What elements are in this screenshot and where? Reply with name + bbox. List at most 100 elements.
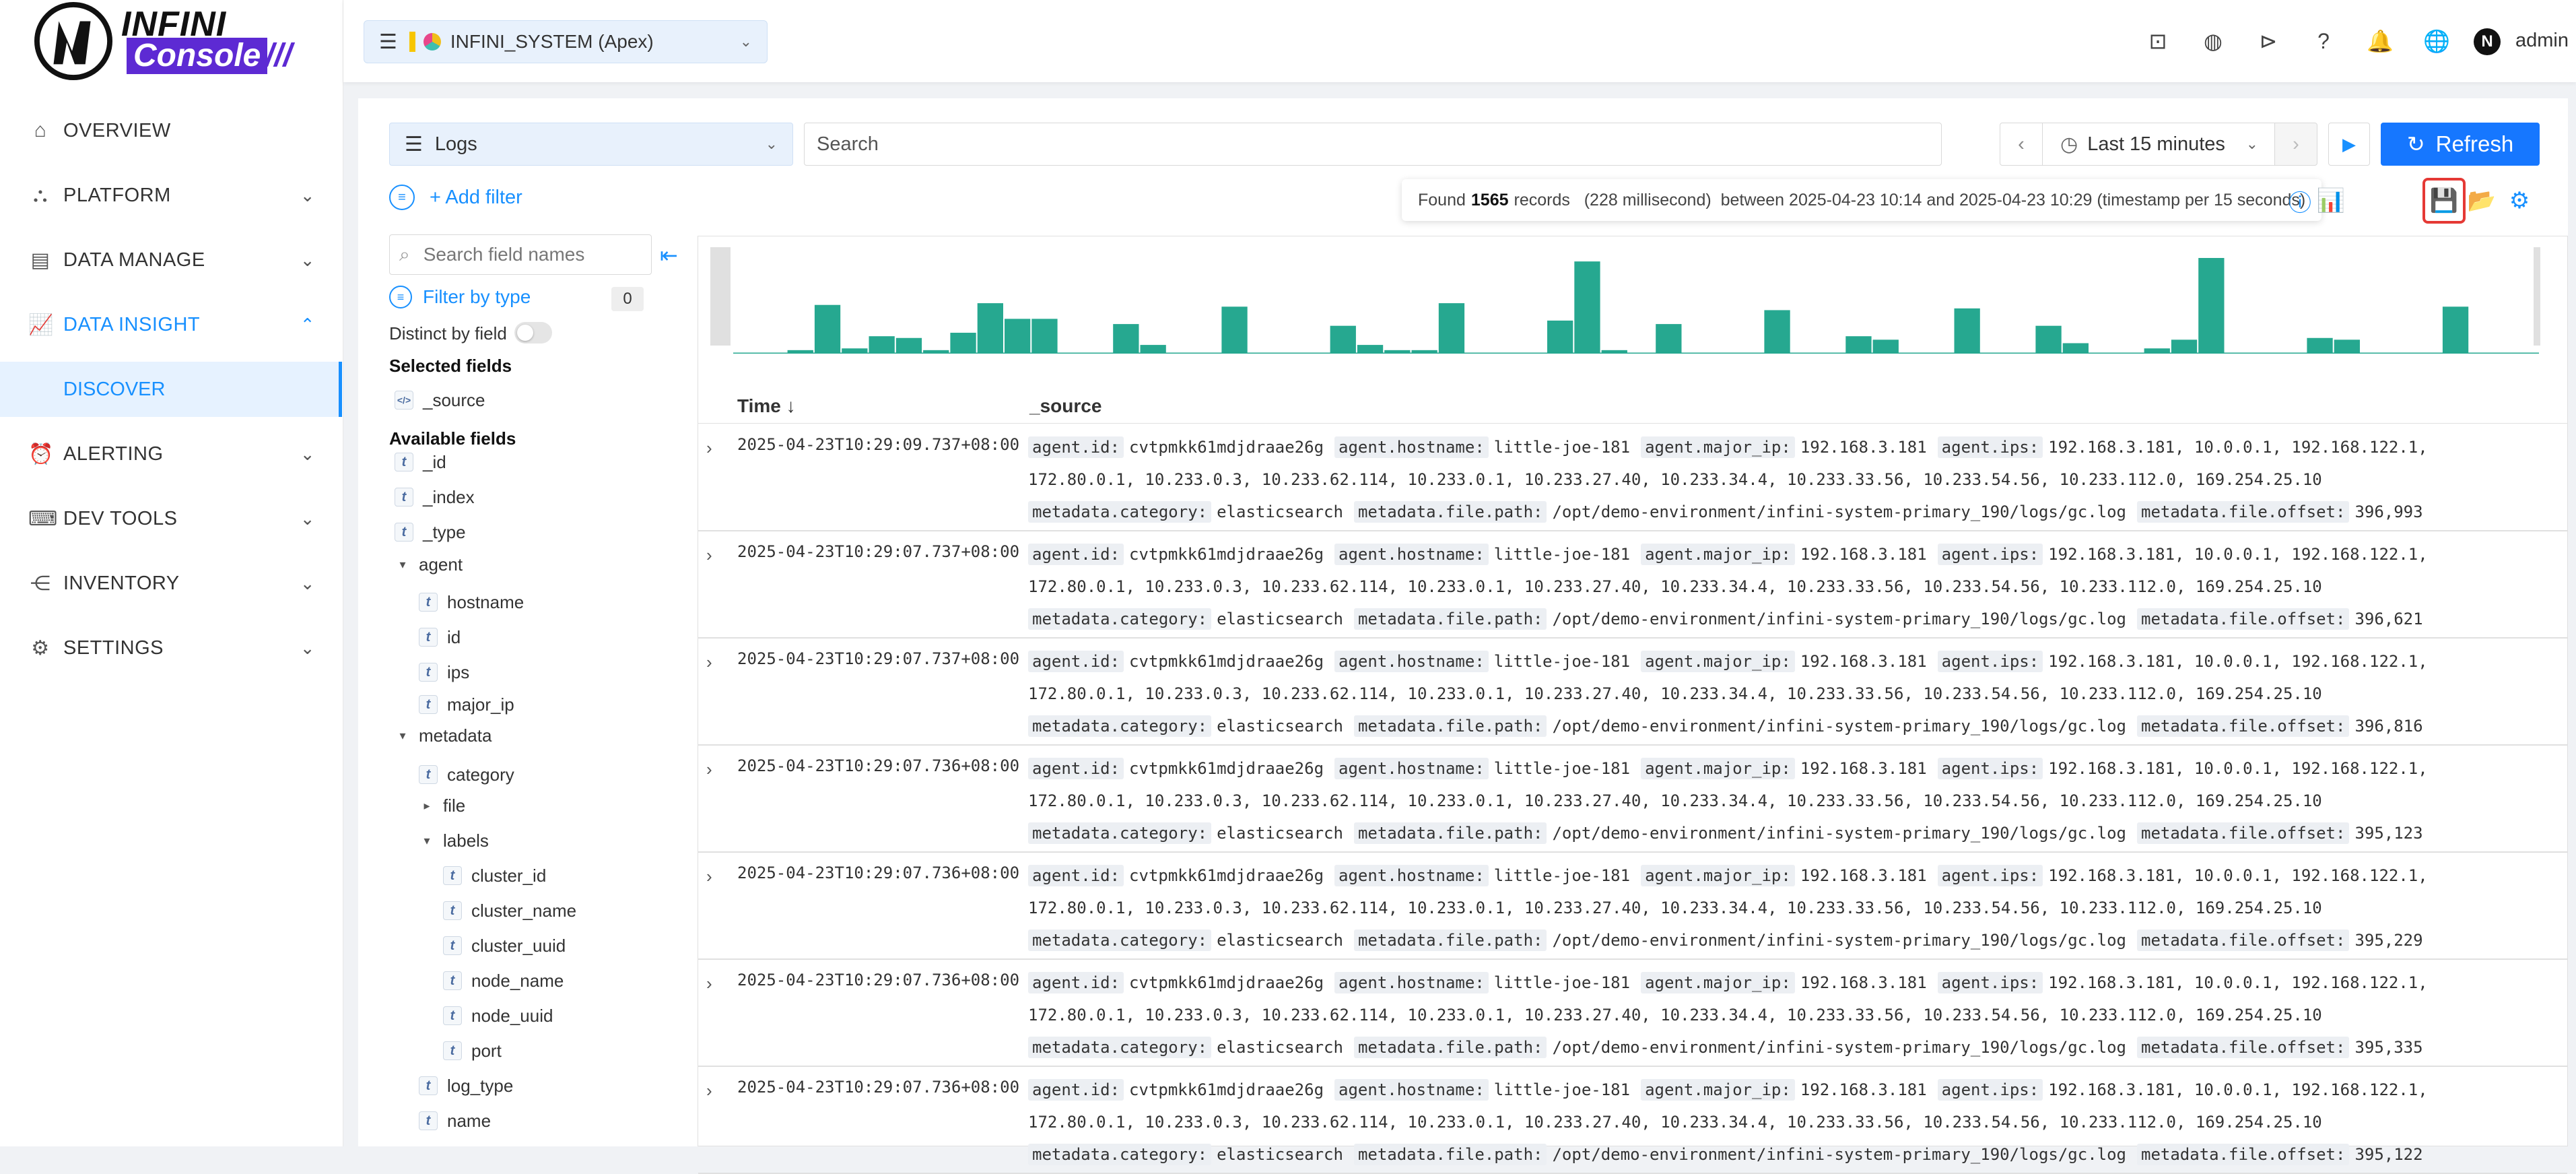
expand-row-icon[interactable]: › bbox=[706, 545, 712, 565]
search-box[interactable] bbox=[804, 123, 1942, 166]
field-item[interactable]: ▸ file bbox=[417, 793, 465, 818]
field-item[interactable]: t cluster_name bbox=[443, 899, 576, 923]
index-view-select[interactable]: ☰ Logs ⌄ bbox=[389, 123, 793, 166]
table-row[interactable]: › 2025-04-23T10:29:07.736+08:00 agent.id: c… bbox=[698, 853, 2567, 960]
nav-data-insight[interactable]: 📈 DATA INSIGHT ⌃ bbox=[0, 292, 342, 357]
filter-by-type-button[interactable]: ≡ Filter by type bbox=[389, 286, 531, 308]
histogram-bar[interactable] bbox=[2334, 339, 2360, 354]
field-item[interactable]: t node_name bbox=[443, 969, 564, 993]
robot-icon[interactable]: ⊡ bbox=[2148, 29, 2167, 53]
histogram-bar[interactable] bbox=[977, 303, 1003, 354]
histogram-bar[interactable] bbox=[1221, 306, 1248, 354]
histogram-bar[interactable] bbox=[1438, 303, 1465, 354]
histogram-bar[interactable] bbox=[1005, 319, 1031, 354]
field-item-source[interactable]: </> _source bbox=[395, 388, 485, 412]
histogram-bar[interactable] bbox=[2442, 306, 2469, 354]
histogram-bar[interactable] bbox=[1547, 320, 1573, 354]
nav-alerting[interactable]: ⏰ ALERTING ⌄ bbox=[0, 422, 342, 486]
app-logo[interactable]: INFINI Console /// bbox=[32, 0, 315, 82]
nav-data-manage[interactable]: ▤ DATA MANAGE ⌄ bbox=[0, 228, 342, 292]
add-filter-button[interactable]: ≡ + Add filter bbox=[389, 185, 522, 210]
expand-row-icon[interactable]: › bbox=[706, 1080, 712, 1101]
histogram-bar[interactable] bbox=[842, 348, 868, 354]
field-item[interactable]: t id bbox=[419, 625, 461, 649]
histogram-bar[interactable] bbox=[895, 337, 922, 354]
expand-row-icon[interactable]: › bbox=[706, 652, 712, 672]
field-item[interactable]: t _index bbox=[395, 485, 475, 509]
table-row[interactable]: › 2025-04-23T10:29:07.737+08:00 agent.id: c… bbox=[698, 639, 2567, 746]
cluster-selector[interactable]: ☰ INFINI_SYSTEM (Apex) ⌄ bbox=[364, 20, 768, 63]
field-item[interactable]: t _id bbox=[395, 450, 446, 474]
user-name[interactable]: admin bbox=[2515, 30, 2569, 51]
field-item[interactable]: t node_uuid bbox=[443, 1004, 553, 1028]
time-prev-button[interactable]: ‹ bbox=[2000, 123, 2043, 166]
histogram-bar[interactable] bbox=[1140, 345, 1166, 354]
nav-inventory[interactable]: ⋲ INVENTORY ⌄ bbox=[0, 551, 342, 616]
expand-row-icon[interactable]: › bbox=[706, 759, 712, 779]
histogram-scroll-handle[interactable] bbox=[2534, 247, 2540, 346]
field-item[interactable]: ▾ agent bbox=[393, 552, 463, 577]
histogram-bar[interactable] bbox=[787, 350, 813, 354]
field-item[interactable]: t ips bbox=[419, 660, 469, 684]
column-header-time[interactable]: Time ↓ bbox=[737, 395, 796, 416]
field-item[interactable]: t cluster_id bbox=[443, 863, 546, 888]
histogram-bar[interactable] bbox=[1411, 350, 1437, 354]
histogram-bar[interactable] bbox=[814, 304, 841, 354]
histogram-bar[interactable] bbox=[2062, 343, 2089, 354]
collapse-fields-icon[interactable]: ⇤ bbox=[660, 243, 678, 267]
field-item[interactable]: t log_type bbox=[419, 1074, 513, 1098]
field-item[interactable]: t hostname bbox=[419, 590, 524, 614]
nav-settings[interactable]: ⚙ SETTINGS ⌄ bbox=[0, 616, 342, 680]
histogram-bar[interactable] bbox=[923, 350, 949, 354]
histogram-bar[interactable] bbox=[1872, 339, 1899, 354]
nav-platform[interactable]: ⛬ PLATFORM ⌄ bbox=[0, 163, 342, 228]
table-row[interactable]: › 2025-04-23T10:29:07.737+08:00 agent.id: c… bbox=[698, 531, 2567, 639]
histogram-bar[interactable] bbox=[1954, 308, 1980, 354]
globe-icon[interactable]: 🌐 bbox=[2423, 29, 2450, 53]
histogram-bar[interactable] bbox=[1330, 325, 1356, 354]
histogram-bar[interactable] bbox=[1031, 319, 1058, 354]
histogram-bar[interactable] bbox=[2035, 325, 2062, 354]
table-row[interactable]: › 2025-04-23T10:29:07.736+08:00 agent.id: c… bbox=[698, 746, 2567, 853]
nav-overview[interactable]: ⌂ OVERVIEW bbox=[0, 98, 342, 163]
histogram-bar[interactable] bbox=[1113, 324, 1139, 354]
expand-row-icon[interactable]: › bbox=[706, 973, 712, 993]
histogram-bar[interactable] bbox=[950, 333, 976, 354]
histogram-bar[interactable] bbox=[1764, 310, 1790, 354]
field-item[interactable]: t port bbox=[443, 1039, 502, 1063]
settings-icon[interactable]: ⚙ bbox=[2509, 188, 2530, 214]
histogram-bar[interactable] bbox=[1574, 261, 1600, 354]
nav-dev-tools[interactable]: ⌨ DEV TOOLS ⌄ bbox=[0, 486, 342, 551]
help-icon[interactable]: ? bbox=[2317, 28, 2330, 53]
nav-discover[interactable]: DISCOVER bbox=[0, 362, 342, 417]
table-row[interactable]: › 2025-04-23T10:29:07.736+08:00 agent.id: c… bbox=[698, 1067, 2567, 1174]
console-icon[interactable]: ⊳ bbox=[2259, 29, 2278, 53]
folder-open-icon[interactable]: 📂 bbox=[2467, 188, 2497, 214]
field-item[interactable]: t category bbox=[419, 762, 514, 787]
avatar[interactable]: N bbox=[2474, 28, 2501, 55]
field-item[interactable]: ▾ labels bbox=[417, 828, 488, 853]
histogram-bar[interactable] bbox=[2171, 339, 2198, 354]
histogram-bar[interactable] bbox=[1384, 350, 1411, 354]
time-range-picker[interactable]: ◷ Last 15 minutes ⌄ bbox=[2042, 123, 2275, 166]
histogram-bar[interactable] bbox=[1845, 336, 1872, 354]
table-row[interactable]: › 2025-04-23T10:29:07.736+08:00 agent.id: c… bbox=[698, 960, 2567, 1067]
refresh-button[interactable]: ↻ Refresh bbox=[2381, 123, 2540, 166]
histogram-icon[interactable]: 📊 bbox=[2316, 188, 2346, 214]
histogram-bar[interactable] bbox=[1357, 345, 1384, 354]
search-input[interactable] bbox=[815, 132, 1941, 156]
histogram-bar[interactable] bbox=[2307, 337, 2333, 354]
play-button[interactable]: ▶ bbox=[2328, 123, 2370, 166]
histogram-bar[interactable] bbox=[869, 336, 895, 354]
field-item[interactable]: t cluster_uuid bbox=[443, 934, 566, 958]
histogram-bar[interactable] bbox=[2198, 258, 2225, 354]
field-item[interactable]: ▾ metadata bbox=[393, 723, 492, 748]
table-row[interactable]: › 2025-04-23T10:29:09.737+08:00 agent.id: c… bbox=[698, 424, 2567, 531]
histogram-bar[interactable] bbox=[1601, 350, 1627, 354]
distinct-toggle[interactable] bbox=[514, 322, 552, 344]
save-icon[interactable]: 💾 bbox=[2429, 188, 2459, 214]
histogram-chart[interactable] bbox=[710, 244, 2542, 354]
field-item[interactable]: t _type bbox=[395, 520, 466, 544]
field-search-box[interactable]: ⌕ Search field names bbox=[389, 234, 652, 275]
field-item[interactable]: t name bbox=[419, 1109, 491, 1133]
